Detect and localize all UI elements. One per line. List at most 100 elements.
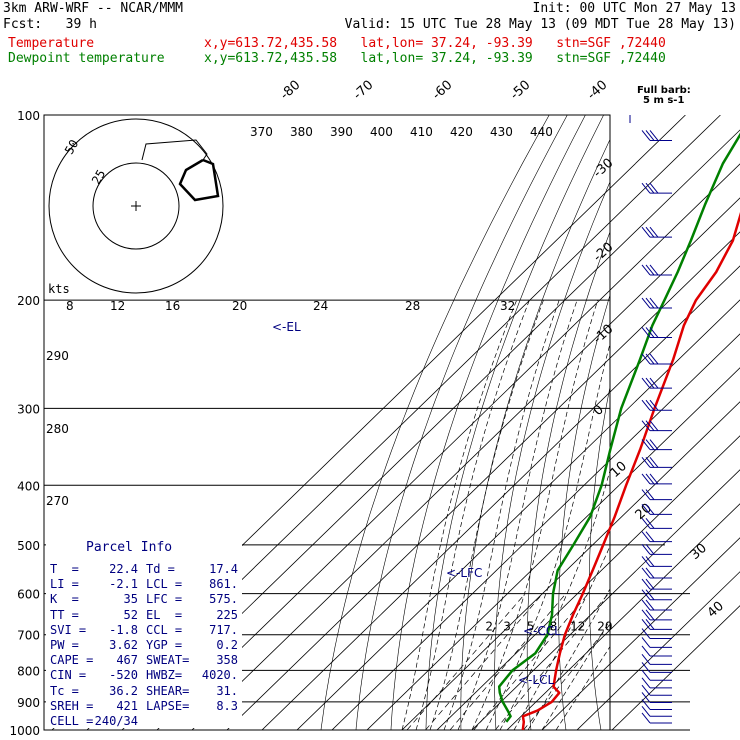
wind-key-title: Full barb: <box>637 85 691 96</box>
wind-barb-flag <box>641 420 651 431</box>
moist-adiabat <box>499 468 610 730</box>
dry-adiabat <box>355 115 568 730</box>
parcel-key: CAPE = <box>50 653 94 668</box>
wind-barb-flag <box>645 399 655 411</box>
parcel-key: T = <box>50 562 79 576</box>
dry-adiabat <box>589 385 610 730</box>
wind-barb-flag <box>649 353 659 365</box>
pressure-label-1000: 1000 <box>9 724 40 738</box>
wind-barb-flag <box>645 599 655 611</box>
wind-barb-flag <box>641 531 651 542</box>
dry-adiabat <box>558 294 610 730</box>
wind-barb-flag <box>645 544 655 555</box>
wind-barb-flag <box>641 297 651 309</box>
parcel-key: CIN = <box>50 668 87 683</box>
valid-time: Valid: 15 UTC Tue 28 May 13 (09 MDT Tue … <box>344 17 736 32</box>
theta-label: 400 <box>370 125 393 139</box>
wind-barb-flag <box>645 531 655 542</box>
wind-barb-flag <box>645 567 655 579</box>
wind-barb-flag <box>641 544 651 555</box>
speed-label: 24 <box>313 299 328 313</box>
parcel-key: K = <box>50 592 79 607</box>
wind-barb-flag <box>645 182 655 194</box>
parcel-key: Tc = <box>50 683 79 698</box>
wind-barb-flag <box>649 399 659 411</box>
theta-label: 420 <box>450 125 473 139</box>
hodograph-ring-label-50: 50 <box>62 137 81 157</box>
pressure-label-100: 100 <box>17 109 40 123</box>
wind-barb-flag <box>641 712 651 724</box>
wind-barb-flag <box>645 609 655 621</box>
wind-barb-flag <box>641 226 651 238</box>
wind-barb-flag <box>649 130 659 141</box>
parcel-key: SREH = <box>50 698 94 713</box>
theta-label: 380 <box>290 125 313 139</box>
wind-barb-flag <box>641 518 651 529</box>
parcel-value: 8.3 <box>216 698 238 713</box>
wind-barb-flag <box>645 226 655 238</box>
wind-barb-flag <box>641 556 651 567</box>
parcel-row: PW = 3.62 YGP = 0.2 <box>50 638 240 653</box>
wind-barb-flag <box>645 619 655 630</box>
wind-barb-flag <box>645 439 655 450</box>
wind-barb-flag <box>641 662 651 673</box>
isotherm <box>611 605 740 730</box>
parcel-row: CAPE = 467 SWEAT= 358 <box>50 653 240 668</box>
parcel-key: CCL = <box>146 622 183 637</box>
init-time: Init: 00 UTC Mon 27 May 13 <box>532 1 737 16</box>
pressure-label-800: 800 <box>17 664 40 678</box>
wind-barb-flag <box>641 473 651 485</box>
dry-adiabat <box>494 181 610 730</box>
isotherm-label: -70 <box>351 78 377 103</box>
parcel-info-box: Parcel Info T = 22.4 Td = 17.4 LI = -2.1 LCL =… <box>46 538 242 728</box>
wind-key-units: 5 m s-1 <box>643 95 684 106</box>
temperature-legend: Temperature <box>8 36 95 51</box>
level-annotation-el: <-EL <box>272 320 301 334</box>
hodograph-trace-upper <box>141 139 208 161</box>
parcel-value: 467 <box>116 653 138 668</box>
wind-barb-flag <box>641 692 651 703</box>
wind-barb-flag <box>641 457 651 468</box>
isotherm <box>366 367 740 730</box>
parcel-value: 4020. <box>201 668 238 683</box>
parcel-value: -1.8 <box>109 622 138 637</box>
theta-label: 430 <box>490 125 513 139</box>
parcel-row: TT = 52 EL = 225 <box>50 608 240 623</box>
dewpoint-legend: Dewpoint temperature <box>8 51 165 66</box>
parcel-key: LI = <box>50 577 79 592</box>
parcel-value: 17.4 <box>209 562 238 576</box>
wind-barb-flag <box>641 489 651 500</box>
wind-barb-flag <box>641 264 651 276</box>
dewpoint-profile <box>497 132 740 723</box>
parcel-value: 421 <box>116 698 138 713</box>
pressure-label-400: 400 <box>17 479 40 493</box>
theta-label: 410 <box>410 125 433 139</box>
wind-barb-flag <box>641 353 651 365</box>
wind-barb-flag <box>645 556 655 567</box>
speed-label: 8 <box>66 299 74 313</box>
temperature-location: x,y=613.72,435.58 lat,lon= 37.24, -93.39… <box>204 36 666 51</box>
pressure-label-700: 700 <box>17 629 40 643</box>
wind-barb-flag <box>645 264 655 276</box>
wind-barb-flag <box>645 504 655 515</box>
wind-barb-flag <box>641 327 651 338</box>
wind-barb-flag <box>641 654 651 665</box>
parcel-value: 575. <box>209 592 238 607</box>
isotherm <box>331 333 740 730</box>
wind-barb-flag <box>641 628 651 639</box>
wind-barb-flag <box>645 327 655 338</box>
level-annotation-ccl: <-CCL <box>523 624 561 638</box>
dewpoint-location: x,y=613.72,435.58 lat,lon= 37.24, -93.39… <box>204 51 666 66</box>
theta-label: 440 <box>530 125 553 139</box>
parcel-value: 52 <box>123 607 138 622</box>
parcel-value: 22.4 <box>109 562 138 576</box>
wind-barb-flag <box>649 226 659 238</box>
parcel-key: EL = <box>146 607 183 622</box>
speed-label: 20 <box>232 299 247 313</box>
parcel-value: 225 <box>216 607 238 622</box>
parcel-value: 0.2 <box>216 637 238 652</box>
theta-label: 390 <box>330 125 353 139</box>
wind-barb-flag <box>641 578 651 590</box>
isotherm <box>471 469 740 730</box>
